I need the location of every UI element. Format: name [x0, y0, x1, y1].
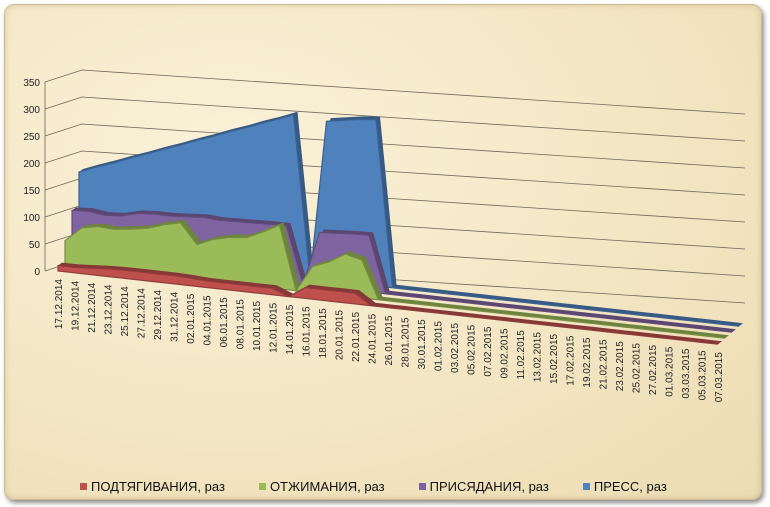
x-tick-label: 16.01.2015 — [302, 306, 313, 356]
y-tick-label: 100 — [23, 213, 40, 224]
x-tick-label: 17.12.2014 — [54, 279, 65, 329]
x-tick-label: 08.01.2015 — [236, 299, 247, 349]
legend-item: ПРЕСС, раз — [582, 479, 667, 494]
x-tick-label: 27.02.2015 — [648, 344, 659, 394]
x-tick-label: 03.02.2015 — [450, 322, 461, 372]
x-tick-label: 29.12.2014 — [153, 290, 164, 340]
x-tick-label: 06.01.2015 — [219, 297, 230, 347]
x-tick-label: 05.03.2015 — [698, 350, 709, 400]
x-tick-label: 28.01.2015 — [401, 317, 412, 367]
x-tick-label: 19.02.2015 — [582, 337, 593, 387]
legend-swatch — [80, 483, 87, 490]
x-tick-label: 12.01.2015 — [269, 302, 280, 352]
legend-label: ПОДТЯГИВАНИЯ, раз — [91, 479, 225, 494]
x-tick-label: 23.12.2014 — [104, 284, 115, 334]
x-tick-label: 21.02.2015 — [599, 339, 610, 389]
legend: ПОДТЯГИВАНИЯ, раз ОТЖИМАНИЯ, раз ПРИСЯДАНИ… — [80, 479, 667, 494]
gridline — [44, 123, 746, 169]
series-side-0 — [58, 262, 722, 345]
y-tick-label: 200 — [23, 159, 40, 170]
y-tick-label: 50 — [29, 240, 41, 251]
x-tick-label: 03.03.2015 — [681, 348, 692, 398]
x-tick-label: 30.01.2015 — [417, 319, 428, 369]
y-tick-label: 0 — [34, 267, 40, 278]
gridline — [44, 96, 746, 142]
legend-swatch — [258, 483, 266, 490]
legend-swatch — [582, 483, 590, 490]
legend-label: ПРЕСС, раз — [593, 479, 667, 494]
x-tick-label: 22.01.2015 — [351, 312, 362, 362]
x-tick-label: 01.03.2015 — [665, 346, 676, 396]
x-tick-label: 04.01.2015 — [203, 295, 214, 345]
x-tick-label: 23.02.2015 — [615, 341, 626, 391]
x-tick-label: 01.02.2015 — [434, 321, 445, 371]
gridline — [44, 150, 746, 196]
x-tick-label: 09.02.2015 — [500, 328, 511, 378]
x-tick-label: 27.12.2014 — [137, 288, 148, 338]
x-tick-label: 25.12.2014 — [120, 286, 131, 336]
x-tick-label: 17.02.2015 — [566, 335, 577, 385]
x-tick-label: 02.01.2015 — [186, 293, 197, 343]
x-tick-label: 19.12.2014 — [71, 280, 82, 330]
y-tick-label: 300 — [23, 105, 40, 116]
x-tick-label: 24.01.2015 — [368, 313, 379, 363]
legend-label: ПРИСЯДАНИЯ, раз — [429, 479, 549, 494]
gridline — [44, 69, 746, 115]
legend-label: ОТЖИМАНИЯ, раз — [269, 479, 385, 494]
x-tick-label: 31.12.2014 — [170, 291, 181, 341]
x-tick-label: 10.01.2015 — [252, 301, 263, 351]
x-tick-label: 07.03.2015 — [714, 352, 725, 402]
legend-item: ПРИСЯДАНИЯ, раз — [418, 479, 549, 494]
x-tick-label: 20.01.2015 — [335, 310, 346, 360]
x-tick-label: 05.02.2015 — [467, 324, 478, 374]
x-tick-label: 14.01.2015 — [285, 304, 296, 354]
x-tick-label: 26.01.2015 — [384, 315, 395, 365]
legend-swatch — [418, 483, 426, 490]
y-tick-label: 350 — [23, 78, 40, 89]
y-tick-label: 150 — [23, 186, 40, 197]
x-tick-label: 21.12.2014 — [87, 282, 98, 332]
x-tick-label: 07.02.2015 — [483, 326, 494, 376]
x-tick-label: 13.02.2015 — [533, 332, 544, 382]
legend-item: ОТЖИМАНИЯ, раз — [258, 479, 385, 494]
legend-item: ПОДТЯГИВАНИЯ, раз — [80, 479, 225, 494]
series-area-0 — [57, 264, 719, 345]
x-tick-label: 11.02.2015 — [516, 330, 527, 380]
x-tick-label: 25.02.2015 — [632, 343, 643, 393]
x-tick-label: 18.01.2015 — [318, 308, 329, 358]
x-tick-label: 15.02.2015 — [549, 333, 560, 383]
y-tick-label: 250 — [23, 132, 40, 143]
